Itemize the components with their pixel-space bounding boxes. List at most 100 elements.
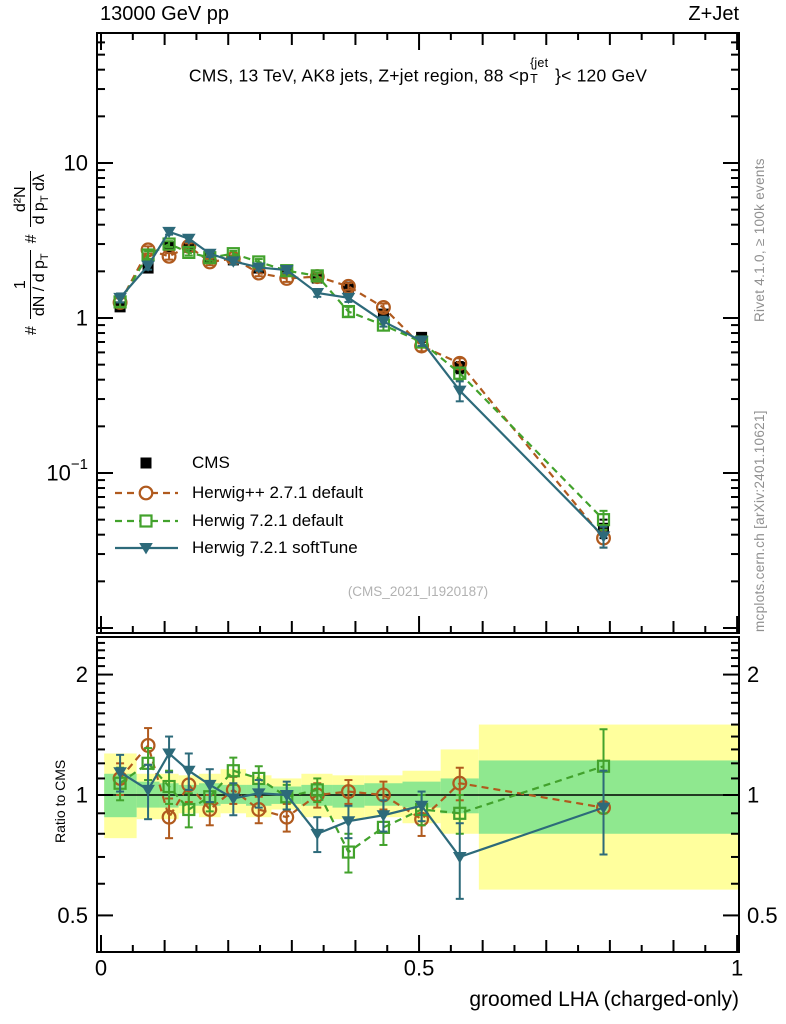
x-tick-label: 0.5 xyxy=(404,956,435,981)
data-point xyxy=(202,248,217,261)
ylabel-hash-2: # xyxy=(22,234,40,244)
data-point xyxy=(226,764,240,778)
ylabel-fraction-1: 1 dN / d pT xyxy=(12,250,52,320)
data-point xyxy=(251,788,266,800)
ratio-y-tick-label: 2 xyxy=(76,662,88,687)
data-point xyxy=(162,779,176,794)
plot-title-pre: CMS, 13 TeV, AK8 jets, Z+jet region, 88 … xyxy=(188,65,530,86)
ratio-panel-frame xyxy=(96,636,740,953)
axis-ticks xyxy=(97,33,739,952)
panel-frames xyxy=(96,32,740,953)
data-point xyxy=(226,256,241,268)
ratio-y-tick-label-right: 0.5 xyxy=(747,903,778,928)
data-point xyxy=(202,779,217,792)
mcplots-watermark: mcplots.cern.ch [arXiv:2401.10621] xyxy=(752,410,767,632)
beam-energy-label: 13000 GeV pp xyxy=(100,3,229,25)
data-point xyxy=(452,775,468,791)
data-point xyxy=(141,784,155,797)
data-point xyxy=(161,809,177,825)
data-point xyxy=(310,269,324,283)
data-point xyxy=(452,385,467,398)
legend-item-herwig7-softtune: Herwig 7.2.1 softTune xyxy=(112,537,358,559)
data-point xyxy=(414,800,429,813)
x-tick-label: 0 xyxy=(95,956,107,981)
series-line xyxy=(119,751,604,859)
main-y-tick-label: 1 xyxy=(76,306,88,331)
legend-label: CMS xyxy=(192,453,230,472)
data-point xyxy=(375,299,391,315)
rivet-version-watermark: Rivet 4.1.0, ≥ 100k events xyxy=(752,158,767,322)
plot-title-superscript: {jet xyxy=(530,56,549,71)
ratio-y-tick-label: 0.5 xyxy=(57,903,88,928)
process-label: Z+Jet xyxy=(688,3,739,25)
main-panel-frame xyxy=(96,32,740,634)
data-point xyxy=(452,852,467,864)
data-point xyxy=(453,806,467,820)
data-point xyxy=(162,237,176,251)
data-point xyxy=(376,316,391,328)
data-point xyxy=(376,810,391,822)
legend-label: Herwig 7.2.1 softTune xyxy=(192,538,358,557)
pt-jet-stack: {jet T xyxy=(529,56,555,86)
ylabel-hash-1: # xyxy=(22,326,40,335)
data-point xyxy=(341,292,356,305)
data-point xyxy=(341,816,356,828)
data-point xyxy=(310,288,325,300)
data-point xyxy=(251,262,266,274)
data-point xyxy=(113,292,127,305)
series-herwig-7-2-1-softtune xyxy=(113,226,611,549)
data-point xyxy=(181,765,196,778)
legend-label: Herwig++ 2.7.1 default xyxy=(192,483,364,502)
data-point xyxy=(453,366,467,380)
legend-item-herwig7-default: Herwig 7.2.1 default xyxy=(112,510,343,532)
plot-title-subscript: T xyxy=(530,71,538,86)
ylabel-fraction-2: d²N d pT dλ xyxy=(12,171,52,228)
ratio-y-axis-label: Ratio to CMS xyxy=(52,759,68,843)
legend-item-cms: CMS xyxy=(112,452,230,474)
ratio-y-tick-label-right: 1 xyxy=(747,783,759,808)
data-point xyxy=(141,260,155,272)
main-y-axis-label: # 1 dN / d pT # d²N d pT dλ xyxy=(12,171,52,335)
data-point xyxy=(596,802,611,814)
main-y-tick-label: 10 xyxy=(64,151,88,176)
legend-item-herwigpp: Herwig++ 2.7.1 default xyxy=(112,482,363,504)
x-tick-label: 1 xyxy=(731,956,743,981)
data-point xyxy=(596,531,611,543)
axis-tick-labels: 10 1 10−1 2 2 1 1 0.5 0.5 0 0.5 1 xyxy=(46,151,777,981)
data-point xyxy=(341,845,356,859)
herwig7-default-marker-icon xyxy=(115,514,178,528)
plot-title: CMS, 13 TeV, AK8 jets, Z+jet region, 88 … xyxy=(97,56,739,87)
data-point xyxy=(596,513,611,527)
data-point xyxy=(310,828,325,841)
main-y-tick-label: 10−1 xyxy=(46,456,88,486)
ratio-y-tick-label: 1 xyxy=(76,783,88,808)
plot-title-post: }< 120 GeV xyxy=(555,65,648,86)
data-point xyxy=(310,783,324,797)
data-point xyxy=(182,245,196,259)
legend-label: Herwig 7.2.1 default xyxy=(192,511,344,530)
series-line xyxy=(119,242,605,521)
data-point xyxy=(340,278,356,294)
cms-marker-icon xyxy=(140,457,152,469)
data-point xyxy=(226,793,241,805)
data-point xyxy=(182,802,196,817)
herwigpp-marker-icon xyxy=(115,485,178,501)
data-point xyxy=(279,809,295,825)
series-line xyxy=(119,230,605,538)
data-point xyxy=(113,767,127,779)
ratio-y-tick-label-right: 2 xyxy=(747,662,759,687)
series-herwig-7-2-1-softtune xyxy=(113,735,611,900)
herwig7-softtune-marker-icon xyxy=(115,543,178,555)
x-axis-label: groomed LHA (charged-only) xyxy=(469,988,739,1011)
analysis-id-label: (CMS_2021_I1920187) xyxy=(347,584,489,599)
data-point xyxy=(279,790,294,802)
data-point xyxy=(181,233,196,246)
data-point xyxy=(279,265,294,277)
data-point xyxy=(414,336,429,348)
series-line xyxy=(119,761,604,854)
data-point xyxy=(341,304,356,319)
data-point xyxy=(340,784,356,800)
data-point xyxy=(162,226,176,239)
